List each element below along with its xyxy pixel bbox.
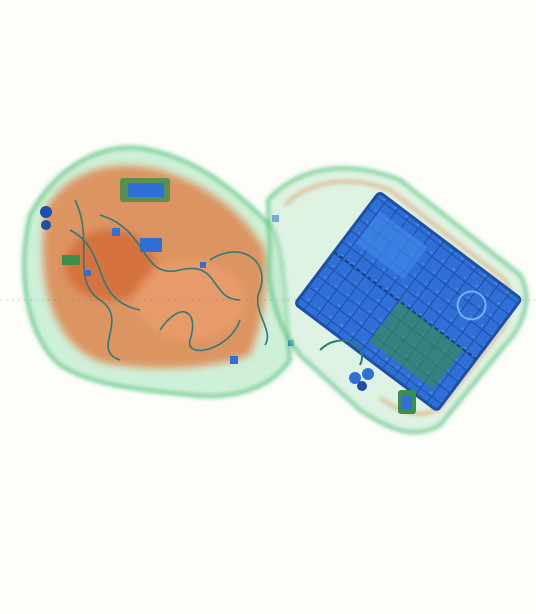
charger-coil xyxy=(349,372,361,384)
soft-bag xyxy=(22,146,294,398)
soft-bag-cables xyxy=(69,199,269,361)
laptop xyxy=(295,192,522,411)
charger-cable xyxy=(319,339,363,366)
soft-bag-coin xyxy=(40,206,52,218)
laptop-fan xyxy=(456,290,487,321)
soft-bag-dense-core xyxy=(65,230,155,300)
laptop-body xyxy=(295,192,522,411)
laptop-bag xyxy=(266,166,528,434)
laptop-adapter-core xyxy=(402,395,412,409)
soft-bag-device xyxy=(140,238,162,252)
laptop-board xyxy=(355,211,428,280)
charger-coil xyxy=(362,368,374,380)
laptop-battery xyxy=(369,301,464,390)
charger-coil xyxy=(357,381,367,391)
laptop-hinge xyxy=(333,251,477,360)
soft-bag-metal-plate xyxy=(128,183,164,197)
soft-bag-organic-patch xyxy=(135,260,245,340)
soft-bag-device xyxy=(62,255,80,265)
soft-bag-coin xyxy=(41,220,51,230)
laptop-bag-accessories xyxy=(319,339,416,414)
